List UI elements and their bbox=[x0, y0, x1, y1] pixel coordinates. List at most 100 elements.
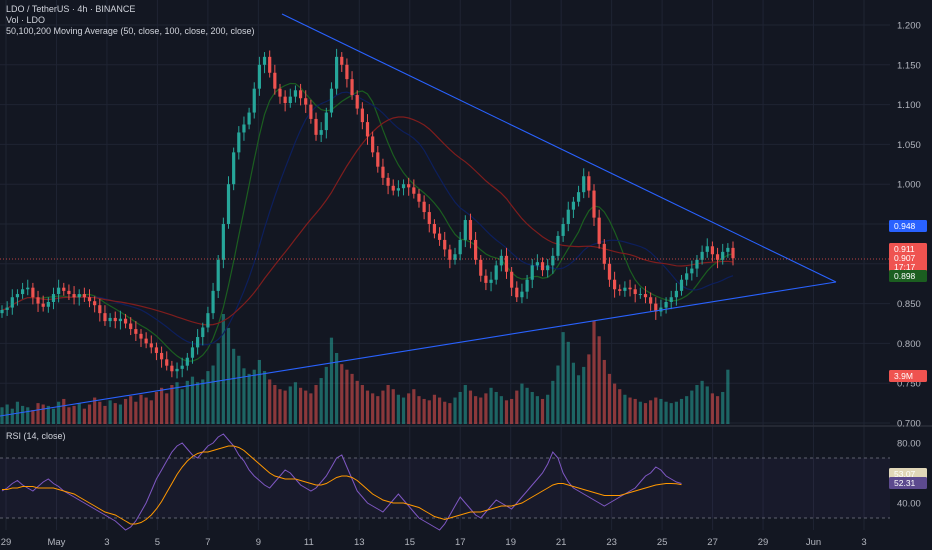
price-tick-label: 1.200 bbox=[897, 21, 921, 32]
ma-value-tag-box bbox=[889, 270, 927, 282]
rsi-ma-tag-text: 53.07 bbox=[894, 469, 916, 479]
candle-body bbox=[612, 279, 617, 290]
candle bbox=[31, 282, 35, 305]
candle-body bbox=[721, 251, 725, 260]
candle bbox=[453, 247, 457, 265]
rsi-band bbox=[0, 458, 890, 518]
volume-bar bbox=[612, 383, 617, 424]
volume-bar bbox=[180, 389, 184, 424]
candle-body bbox=[705, 246, 709, 252]
candle bbox=[612, 271, 617, 298]
candle bbox=[221, 217, 225, 269]
candle-body bbox=[185, 357, 189, 366]
volume-bar bbox=[283, 390, 287, 424]
candle-body bbox=[540, 262, 545, 271]
candle-body bbox=[479, 259, 483, 276]
candle-body bbox=[365, 122, 370, 137]
candle-body bbox=[520, 291, 524, 298]
candle bbox=[196, 329, 200, 355]
volume-bar bbox=[422, 398, 426, 424]
candle bbox=[180, 357, 184, 378]
volume-bar bbox=[365, 390, 370, 424]
candle-body bbox=[113, 317, 117, 322]
volume-bar bbox=[175, 382, 179, 424]
volume-bar bbox=[252, 369, 256, 424]
candle-body bbox=[211, 290, 215, 314]
volume-bar bbox=[257, 359, 261, 424]
candle bbox=[93, 296, 97, 313]
volume-bar bbox=[664, 401, 668, 424]
candle-body bbox=[268, 56, 272, 73]
volume-bar bbox=[87, 404, 92, 424]
candle bbox=[252, 82, 256, 119]
candle bbox=[237, 126, 241, 160]
candle-body bbox=[515, 287, 519, 298]
candle bbox=[262, 52, 267, 74]
symbol-title[interactable]: LDO / TetherUS · 4h · BINANCE bbox=[6, 4, 136, 14]
candle-body bbox=[587, 176, 591, 191]
candle bbox=[350, 71, 354, 100]
candle bbox=[273, 64, 277, 95]
candle-body bbox=[458, 239, 462, 255]
volume-bar bbox=[345, 369, 349, 424]
candle bbox=[309, 99, 313, 124]
volume-bar bbox=[721, 391, 725, 424]
volume-bar bbox=[520, 383, 524, 424]
candle bbox=[664, 297, 668, 314]
volume-bar bbox=[247, 373, 251, 424]
candle-body bbox=[649, 297, 653, 304]
candle-body bbox=[257, 64, 261, 89]
candle-body bbox=[427, 212, 431, 224]
rsi-pane bbox=[0, 433, 890, 531]
volume-bar bbox=[638, 401, 642, 424]
volume-indicator-label[interactable]: Vol · LDO bbox=[6, 15, 46, 25]
candle-body bbox=[232, 152, 236, 185]
candle bbox=[427, 204, 431, 233]
volume-bar bbox=[437, 397, 442, 424]
candle bbox=[540, 257, 545, 277]
volume-bar bbox=[5, 404, 9, 424]
candle bbox=[582, 168, 586, 199]
candle-body bbox=[360, 108, 364, 123]
candle bbox=[360, 102, 364, 130]
candle-body bbox=[309, 104, 313, 119]
volume-bar bbox=[123, 398, 128, 424]
candle bbox=[494, 260, 498, 285]
candle bbox=[510, 266, 514, 297]
candle-body bbox=[535, 262, 539, 266]
candle bbox=[705, 238, 709, 258]
volume-bar bbox=[453, 397, 457, 424]
candle-body bbox=[67, 290, 71, 295]
volume-bar bbox=[700, 380, 704, 424]
candle-body bbox=[443, 239, 447, 250]
candle bbox=[468, 213, 473, 249]
candle-body bbox=[376, 152, 380, 167]
candle bbox=[298, 83, 303, 106]
volume-bar bbox=[427, 400, 431, 424]
volume-bar bbox=[72, 405, 76, 424]
volume-bar bbox=[525, 387, 529, 424]
rsi-indicator-label[interactable]: RSI (14, close) bbox=[6, 431, 66, 441]
volume-bar bbox=[602, 359, 606, 424]
candle-body bbox=[139, 333, 143, 339]
candle-body bbox=[31, 287, 35, 298]
candle bbox=[165, 351, 169, 371]
current-price-tag-text: 0.948 bbox=[894, 221, 916, 231]
candle bbox=[0, 305, 4, 318]
last-price-tag-text: 0.907 bbox=[894, 253, 916, 263]
price-tick-label: 1.100 bbox=[897, 100, 921, 111]
candle bbox=[242, 116, 246, 141]
volume-bar bbox=[108, 400, 112, 424]
candle bbox=[551, 247, 555, 274]
volume-bar bbox=[273, 385, 277, 424]
volume-bar bbox=[443, 401, 447, 424]
candle bbox=[211, 282, 215, 320]
volume-bar bbox=[401, 397, 406, 424]
rsi-tick-label: 80.00 bbox=[897, 439, 921, 450]
candle bbox=[36, 290, 40, 312]
moving-average-indicator-label[interactable]: 50,100,200 Moving Average (50, close, 10… bbox=[6, 26, 255, 36]
candle bbox=[51, 287, 56, 310]
candle-body bbox=[82, 294, 86, 298]
price-tick-label: 1.000 bbox=[897, 180, 921, 191]
time-tick-label: 27 bbox=[707, 537, 718, 548]
